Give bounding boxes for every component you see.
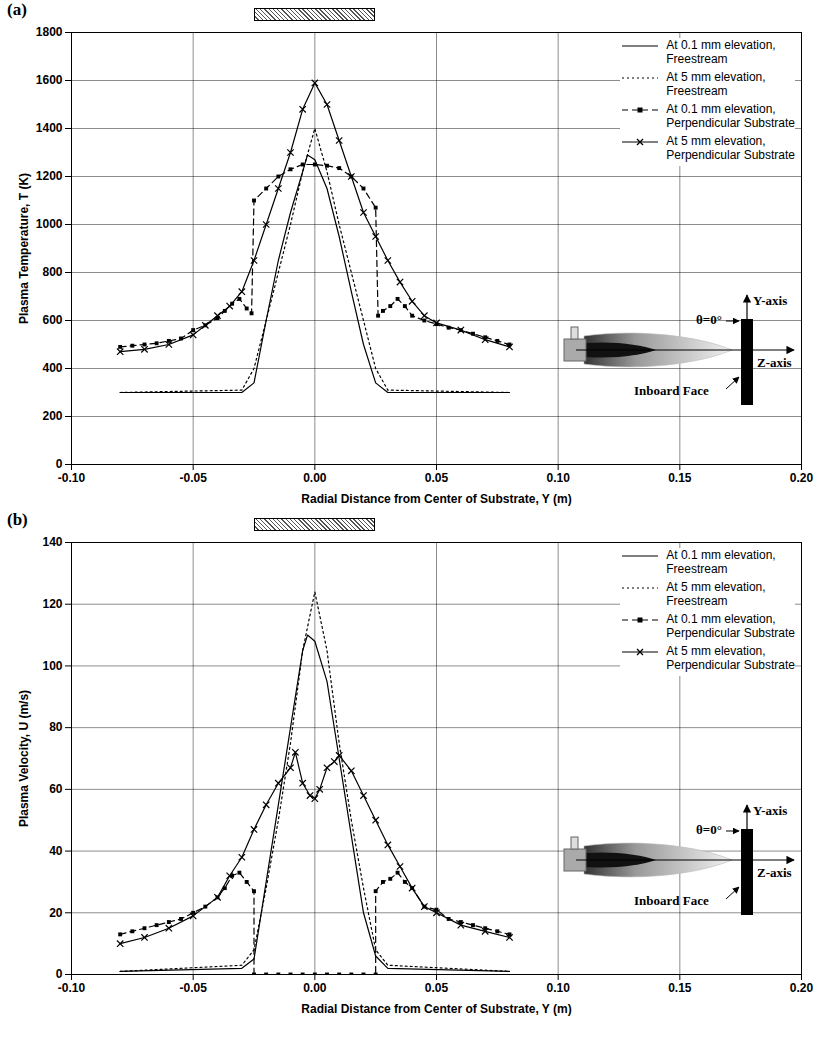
html-text:Freestream: Freestream — [666, 84, 728, 98]
html-text:At 0.1 mm elevation,: At 0.1 mm elevation, — [666, 38, 776, 52]
svg-text:0.20: 0.20 — [790, 471, 814, 485]
svg-text:1000: 1000 — [36, 217, 63, 231]
svg-text:0.00: 0.00 — [303, 981, 327, 995]
svg-text:80: 80 — [49, 720, 63, 734]
html-text:At 5 mm elevation,: At 5 mm elevation, — [666, 70, 766, 84]
svg-text:200: 200 — [42, 409, 62, 423]
svg-text:Radial Distance from Center of: Radial Distance from Center of Substrate… — [301, 1002, 571, 1016]
html-text:Perpendicular Substrate: Perpendicular Substrate — [666, 116, 795, 130]
html-text:Perpendicular Substrate: Perpendicular Substrate — [666, 148, 795, 162]
html-text:At 5 mm elevation,: At 5 mm elevation, — [666, 134, 766, 148]
svg-text:120: 120 — [42, 597, 62, 611]
html-text:Freestream: Freestream — [666, 52, 728, 66]
svg-text:40: 40 — [49, 844, 63, 858]
html-text:Perpendicular Substrate: Perpendicular Substrate — [666, 658, 795, 672]
svg-text:Plasma Velocity, U (m/s): Plasma Velocity, U (m/s) — [17, 690, 31, 827]
svg-text:Z-axis: Z-axis — [757, 355, 792, 370]
html-text:At 0.1 mm elevation,: At 0.1 mm elevation, — [666, 102, 776, 116]
svg-text:0.15: 0.15 — [668, 981, 692, 995]
svg-text:Radial Distance from Center of: Radial Distance from Center of Substrate… — [301, 492, 571, 506]
html-text:(a): (a) — [7, 0, 27, 19]
html-text:At 5 mm elevation,: At 5 mm elevation, — [666, 580, 766, 594]
svg-text:400: 400 — [42, 361, 62, 375]
svg-text:Inboard Face: Inboard Face — [634, 893, 709, 908]
svg-text:0.00: 0.00 — [303, 471, 327, 485]
svg-text:20: 20 — [49, 906, 63, 920]
svg-text:800: 800 — [42, 265, 62, 279]
svg-text:Plasma Temperature, T (K): Plasma Temperature, T (K) — [17, 173, 31, 324]
html-text:(b): (b) — [7, 510, 28, 529]
svg-text:1600: 1600 — [36, 73, 63, 87]
svg-text:1400: 1400 — [36, 121, 63, 135]
svg-text:100: 100 — [42, 659, 62, 673]
svg-text:140: 140 — [42, 535, 62, 549]
svg-text:0.20: 0.20 — [790, 981, 814, 995]
html-text:Freestream: Freestream — [666, 594, 728, 608]
svg-text:-0.05: -0.05 — [179, 981, 207, 995]
svg-text:Z-axis: Z-axis — [757, 865, 792, 880]
svg-text:0.05: 0.05 — [425, 471, 449, 485]
svg-text:0.10: 0.10 — [546, 471, 570, 485]
svg-text:600: 600 — [42, 313, 62, 327]
svg-text:Inboard Face: Inboard Face — [634, 383, 709, 398]
html-text:Perpendicular Substrate: Perpendicular Substrate — [666, 626, 795, 640]
html-text:At 0.1 mm elevation,: At 0.1 mm elevation, — [666, 548, 776, 562]
html-text:At 5 mm elevation,: At 5 mm elevation, — [666, 644, 766, 658]
svg-text:60: 60 — [49, 782, 63, 796]
svg-text:Y-axis: Y-axis — [753, 803, 787, 818]
svg-text:0: 0 — [56, 967, 63, 981]
svg-text:θ=0°: θ=0° — [696, 822, 722, 837]
svg-text:-0.10: -0.10 — [58, 471, 86, 485]
svg-text:1800: 1800 — [36, 25, 63, 39]
svg-text:0.05: 0.05 — [425, 981, 449, 995]
svg-text:1200: 1200 — [36, 169, 63, 183]
html-text:Freestream: Freestream — [666, 562, 728, 576]
svg-text:θ=0°: θ=0° — [696, 312, 722, 327]
svg-text:0.10: 0.10 — [546, 981, 570, 995]
svg-text:Y-axis: Y-axis — [753, 293, 787, 308]
svg-text:0.15: 0.15 — [668, 471, 692, 485]
svg-text:0: 0 — [56, 457, 63, 471]
svg-text:-0.05: -0.05 — [179, 471, 207, 485]
html-text:At 0.1 mm elevation,: At 0.1 mm elevation, — [666, 612, 776, 626]
svg-text:-0.10: -0.10 — [58, 981, 86, 995]
